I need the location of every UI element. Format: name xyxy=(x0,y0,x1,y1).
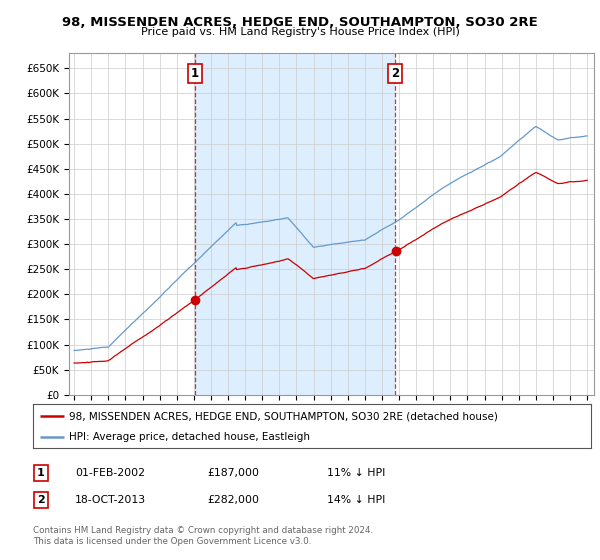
Bar xyxy=(195,53,395,395)
Text: 11% ↓ HPI: 11% ↓ HPI xyxy=(327,468,385,478)
Text: Price paid vs. HM Land Registry's House Price Index (HPI): Price paid vs. HM Land Registry's House … xyxy=(140,27,460,37)
Text: 18-OCT-2013: 18-OCT-2013 xyxy=(75,495,146,505)
Text: 14% ↓ HPI: 14% ↓ HPI xyxy=(327,495,385,505)
Text: 2: 2 xyxy=(37,495,44,505)
Text: 98, MISSENDEN ACRES, HEDGE END, SOUTHAMPTON, SO30 2RE (detached house): 98, MISSENDEN ACRES, HEDGE END, SOUTHAMP… xyxy=(69,411,498,421)
Text: 1: 1 xyxy=(37,468,44,478)
Text: £282,000: £282,000 xyxy=(207,495,259,505)
Text: 1: 1 xyxy=(191,67,199,80)
Text: Contains HM Land Registry data © Crown copyright and database right 2024.
This d: Contains HM Land Registry data © Crown c… xyxy=(33,526,373,546)
Text: 01-FEB-2002: 01-FEB-2002 xyxy=(75,468,145,478)
Text: £187,000: £187,000 xyxy=(207,468,259,478)
Text: 98, MISSENDEN ACRES, HEDGE END, SOUTHAMPTON, SO30 2RE: 98, MISSENDEN ACRES, HEDGE END, SOUTHAMP… xyxy=(62,16,538,29)
Text: HPI: Average price, detached house, Eastleigh: HPI: Average price, detached house, East… xyxy=(69,432,310,442)
Text: 2: 2 xyxy=(391,67,400,80)
